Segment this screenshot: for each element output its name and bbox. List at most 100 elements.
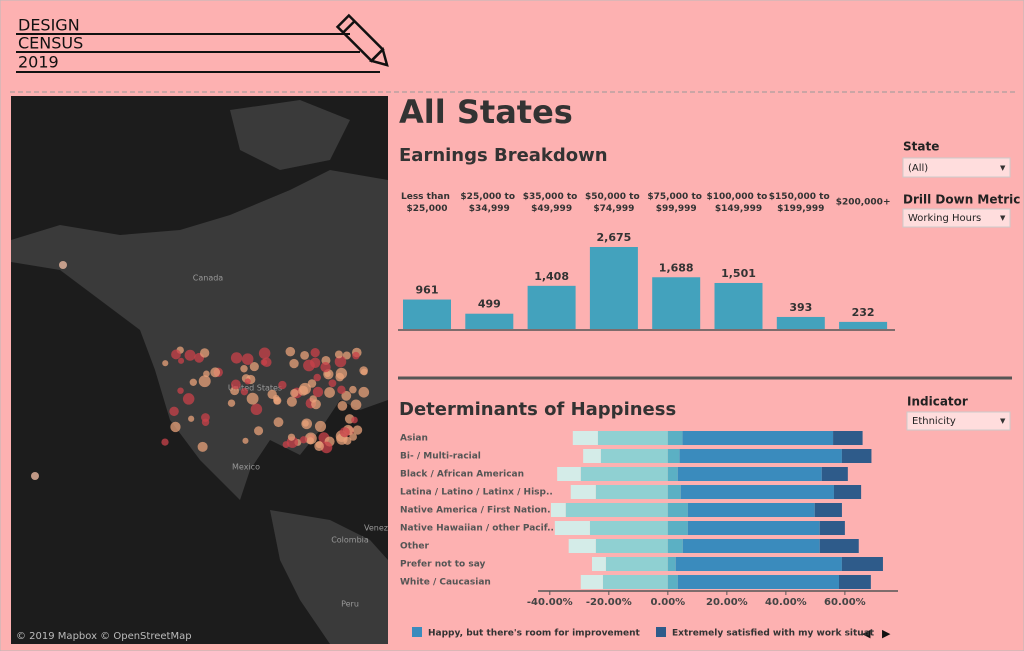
category-label: $35,000 to $49,999: [523, 192, 581, 214]
map-dot: [184, 349, 196, 361]
bar-segment: [554, 521, 590, 535]
bar-segment: [557, 467, 581, 481]
value-label: 232: [852, 306, 875, 319]
x-tick-label: 40.00%: [765, 597, 807, 608]
map-dot: [359, 366, 368, 375]
legend-prev[interactable]: ◀: [862, 627, 871, 640]
chart-title: Determinants of Happiness: [399, 399, 676, 420]
map-dot: [177, 387, 184, 394]
map-dot: [203, 370, 210, 378]
map-dot: [342, 351, 351, 360]
map-label: Colombia: [331, 536, 369, 545]
map-dot: [299, 436, 308, 444]
map-dot: [314, 420, 327, 432]
filter-label: Drill Down Metric: [903, 193, 1020, 207]
bar: [776, 316, 825, 329]
legend-next[interactable]: ▶: [882, 627, 891, 640]
value-label: 499: [478, 298, 501, 311]
bar-segment: [677, 467, 822, 481]
dropdown[interactable]: [902, 157, 1011, 178]
bar-segment: [819, 539, 859, 553]
map-dot: [246, 392, 259, 405]
map-dot: [182, 393, 195, 405]
chart-title: Earnings Breakdown: [399, 145, 608, 166]
map-dot: [341, 390, 352, 401]
bar-segment: [675, 557, 842, 571]
map-dot: [337, 401, 348, 411]
bar-segment: [600, 449, 668, 463]
map-dot: [260, 358, 268, 366]
map-dot: [230, 379, 241, 390]
map-dot: [334, 355, 347, 368]
bar-segment: [592, 557, 606, 571]
map-dot: [309, 395, 317, 403]
bar-segment: [568, 539, 596, 553]
category-label: Prefer not to say: [400, 560, 486, 570]
map-dot: [249, 362, 259, 372]
map-dot: [352, 425, 363, 435]
map-dot: [282, 441, 290, 448]
bar-segment: [580, 575, 603, 589]
map-dot: [227, 399, 236, 407]
map-dot: [285, 346, 296, 357]
dropdown-arrow: ▼: [1000, 417, 1006, 425]
map-dot: [312, 386, 324, 398]
filter[interactable]: Drill Down Metric Working Hours ▼: [902, 193, 1020, 228]
logo-text: DESIGN: [18, 16, 80, 35]
legend-label: Happy, but there's room for improvement: [428, 629, 640, 639]
filter[interactable]: State (All) ▼: [902, 140, 1011, 178]
bar-segment: [819, 521, 845, 535]
map-dot: [310, 347, 320, 358]
map-dot: [306, 437, 314, 445]
bar-segment: [814, 503, 842, 517]
category-label: $50,000 to $74,999: [585, 192, 643, 214]
map-dot: [169, 406, 179, 417]
category-label: Less than $25,000: [401, 192, 453, 214]
bar-segment: [687, 503, 815, 517]
bar-segment: [589, 521, 668, 535]
land: [270, 510, 388, 644]
map-dot: [324, 387, 335, 398]
dropdown-arrow: ▼: [1000, 214, 1006, 222]
category-label: Other: [400, 542, 429, 552]
map-label: Peru: [341, 600, 359, 609]
map-dot: [351, 416, 358, 424]
category-label: $200,000+: [836, 198, 891, 208]
bar: [839, 321, 888, 329]
map-dot: [178, 357, 185, 364]
value-label: 1,408: [534, 270, 569, 283]
bar-segment: [833, 485, 862, 499]
bar-segment: [565, 503, 668, 517]
map-dot: [302, 420, 309, 427]
map-dot: [241, 353, 254, 365]
dropdown-value: Ethnicity: [912, 416, 956, 427]
bar-segment: [667, 521, 688, 535]
bar-segment: [667, 539, 683, 553]
map-dot: [320, 361, 331, 373]
bar: [403, 299, 451, 329]
map-dot: [299, 382, 311, 395]
map-dot: [198, 375, 211, 388]
legend-label: Extremely satisfied with my work situat: [672, 629, 875, 639]
dropdown[interactable]: [902, 208, 1011, 228]
bar-segment: [680, 485, 834, 499]
map-dot: [286, 396, 297, 407]
map-credit: © 2019 Mapbox © OpenStreetMap: [16, 631, 192, 642]
bar-segment: [841, 449, 872, 463]
map-dot: [335, 372, 345, 382]
dropdown[interactable]: [906, 411, 1011, 431]
x-tick-label: -40.00%: [527, 597, 573, 608]
map-dot: [350, 399, 362, 411]
map-label: Canada: [193, 274, 224, 283]
bar-segment: [687, 521, 820, 535]
map-dot: [349, 433, 357, 441]
map-dot: [314, 441, 324, 452]
legend-swatch: [412, 627, 422, 637]
logo-text: CENSUS: [18, 34, 83, 53]
map-label: United States: [228, 384, 282, 393]
map-dot: [300, 350, 310, 360]
filter[interactable]: Indicator Ethnicity ▼: [906, 395, 1011, 431]
value-label: 1,501: [721, 267, 756, 280]
map-dot: [267, 389, 277, 399]
